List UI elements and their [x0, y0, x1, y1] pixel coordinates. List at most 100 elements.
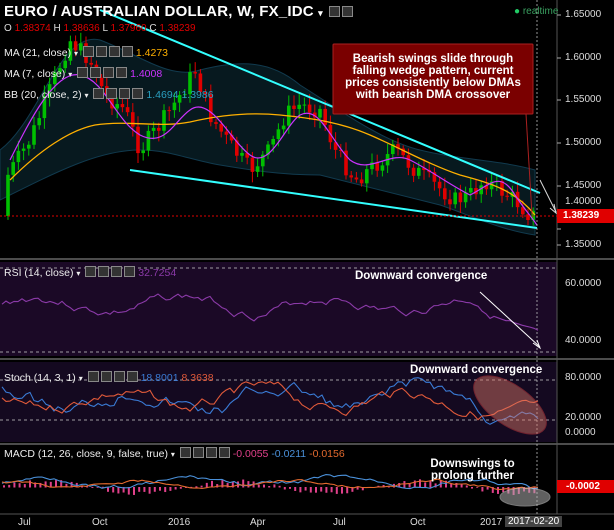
candle-body	[162, 110, 166, 131]
macd-eye-icon[interactable]	[179, 447, 191, 458]
macd-hist-bar	[18, 483, 21, 488]
chevron-down-icon[interactable]: ▾	[318, 8, 323, 18]
macd-hist-bar	[335, 487, 338, 494]
macd-signal-line	[1, 478, 539, 491]
candle-body	[437, 181, 442, 189]
candle-body	[11, 162, 15, 175]
macd-hist-bar	[294, 487, 297, 491]
candle-body	[47, 84, 52, 96]
macd-hist-bar	[60, 480, 63, 488]
macd-hist-bar	[122, 487, 125, 493]
bb-legend[interactable]: BB (20, close, 2) ▾ 1.4694 1.3986	[4, 88, 214, 101]
stoch-legend[interactable]: Stoch (14, 3, 1) ▾ 18.8001 8.3638	[4, 371, 214, 384]
time-tick-2017: 2017	[480, 517, 503, 528]
rsi-more-icon[interactable]	[124, 266, 136, 277]
ma7-legend[interactable]: MA (7, close) ▾ 1.4008	[4, 67, 163, 80]
ma21-settings-icon[interactable]	[95, 46, 107, 57]
annotation-line-4: with bearish DMA crossover	[355, 89, 511, 101]
settings-icon[interactable]	[329, 6, 341, 17]
main-annotation-text: Bearish swings slide through falling wed…	[336, 53, 530, 101]
rsi-label: RSI (14, close)	[4, 267, 74, 279]
stoch-d-value: 8.3638	[181, 372, 214, 384]
bb-more-icon[interactable]	[132, 88, 144, 99]
macd-hist-bar	[268, 486, 271, 488]
ohlc-close: 1.38239	[159, 23, 196, 34]
ma21-eye-icon[interactable]	[82, 46, 94, 57]
hide-icon[interactable]	[342, 6, 354, 17]
candle-body	[110, 94, 114, 109]
macd-hist-bar	[465, 485, 468, 488]
stoch-eye-icon[interactable]	[87, 371, 99, 382]
stoch-settings-icon[interactable]	[100, 371, 112, 382]
price-tick-1: 1.65000	[565, 9, 602, 20]
stoch-tick-80: 80.0000	[565, 372, 602, 383]
candle-body	[521, 207, 525, 215]
macd-hist-bar	[34, 482, 37, 488]
time-tick-2016: 2016	[168, 517, 191, 528]
bb-settings-icon[interactable]	[106, 88, 118, 99]
candle-body	[193, 72, 197, 74]
ohlc-o-label: O	[4, 23, 12, 34]
ohlc-h-label: H	[53, 23, 61, 34]
macd-line	[1, 474, 539, 490]
ma21-more-icon[interactable]	[121, 46, 133, 57]
ma7-eye-icon[interactable]	[77, 67, 89, 78]
ma21-legend[interactable]: MA (21, close) ▾ 1.4273	[4, 46, 169, 59]
ma21-close-icon[interactable]	[108, 46, 120, 57]
rsi-eye-icon[interactable]	[85, 266, 97, 277]
candle-body	[219, 123, 223, 132]
rsi-legend[interactable]: RSI (14, close) ▾ 32.7254	[4, 266, 177, 279]
ma7-settings-icon[interactable]	[90, 67, 102, 78]
candle-body	[297, 104, 301, 109]
rsi-close-icon[interactable]	[111, 266, 123, 277]
ma7-more-icon[interactable]	[116, 67, 128, 78]
macd-hist-bar	[174, 487, 177, 490]
candle-body	[188, 72, 192, 95]
time-tick-apr: Apr	[250, 517, 266, 528]
candle-body	[131, 112, 135, 127]
candle-body	[63, 60, 67, 69]
candle-body	[406, 155, 411, 168]
macd-close-icon[interactable]	[205, 447, 217, 458]
candle-body	[344, 150, 348, 176]
candle-body	[89, 62, 93, 65]
rsi-tick-40: 40.0000	[565, 335, 602, 346]
macd-hist-bar	[309, 487, 312, 493]
candle-body	[359, 179, 364, 184]
macd-legend[interactable]: MACD (12, 26, close, 9, false, true) ▾ -…	[4, 447, 345, 460]
rsi-settings-icon[interactable]	[98, 266, 110, 277]
chart-title[interactable]: EURO / AUSTRALIAN DOLLAR, W, FX_IDC ▾	[4, 3, 354, 20]
candle-body	[401, 148, 405, 156]
macd-hist-bar	[315, 487, 317, 493]
macd-hist-bar	[304, 487, 307, 491]
bb-close-icon[interactable]	[119, 88, 131, 99]
stoch-close-icon[interactable]	[113, 371, 125, 382]
macd-signal-value: -0.0156	[309, 448, 345, 460]
stoch-k-line	[1, 377, 539, 425]
candle-body	[245, 152, 249, 158]
macd-hist-bar	[450, 483, 453, 488]
macd-hist-bar	[49, 481, 52, 488]
macd-hist-bar	[23, 484, 26, 488]
macd-hist-bar	[351, 487, 354, 492]
ma7-label: MA (7, close)	[4, 68, 66, 80]
macd-hist-bar	[491, 487, 494, 493]
candle-body	[302, 104, 307, 106]
candle-body	[115, 104, 119, 109]
macd-hist-bar	[299, 487, 302, 493]
current-price-label: 1.38239	[563, 210, 600, 221]
bb-eye-icon[interactable]	[93, 88, 105, 99]
macd-hist-bar	[247, 481, 250, 488]
macd-hist-bar	[127, 487, 130, 495]
time-tick-oct: Oct	[92, 517, 108, 528]
candle-body	[32, 125, 36, 145]
current-price-tag	[557, 209, 614, 223]
macd-settings-icon[interactable]	[192, 447, 204, 458]
macd-hist-bar	[221, 480, 224, 488]
macd-more-icon[interactable]	[218, 447, 230, 458]
ma7-close-icon[interactable]	[103, 67, 115, 78]
macd-hist-bar	[273, 484, 276, 488]
stoch-more-icon[interactable]	[126, 371, 138, 382]
ma7-value: 1.4008	[130, 68, 163, 80]
candle-body	[531, 210, 535, 220]
